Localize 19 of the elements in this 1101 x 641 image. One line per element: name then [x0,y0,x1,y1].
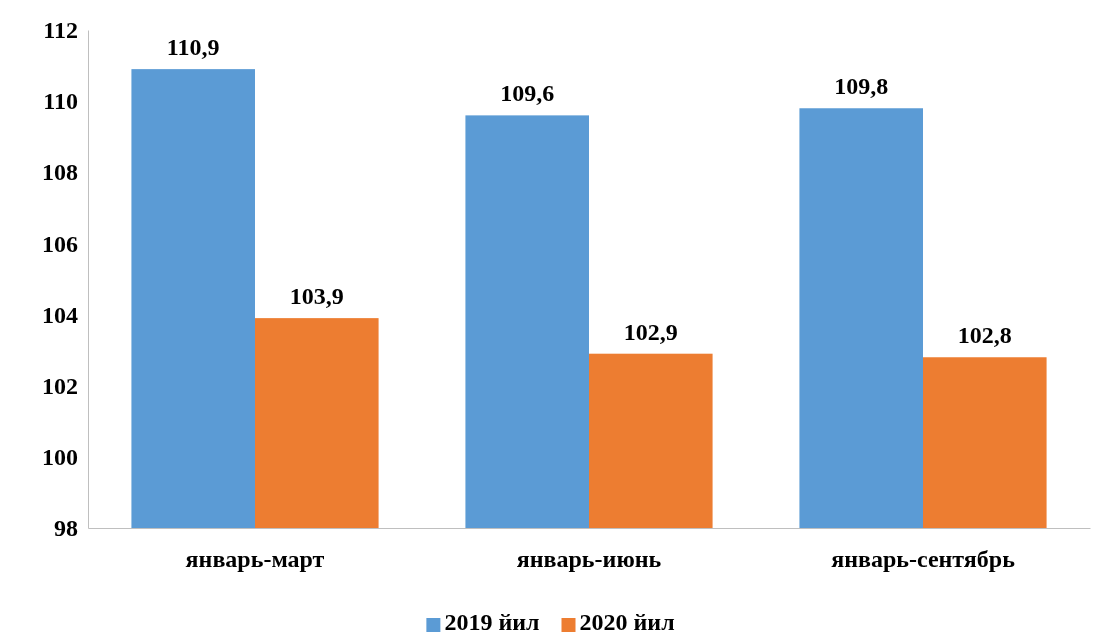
legend-label: 2020 йил [579,609,675,635]
x-tick-label: январь-сентябрь [831,546,1016,573]
y-tick-label: 100 [42,444,78,471]
y-tick-label: 112 [43,17,78,44]
y-tick-label: 110 [43,88,78,115]
legend-label: 2019 йил [444,609,540,635]
data-label: 102,9 [623,318,678,345]
data-label: 109,8 [834,73,889,100]
x-tick-label: январь-июнь [516,546,662,573]
data-label: 110,9 [166,34,220,61]
data-label: 102,8 [957,322,1012,349]
y-tick-label: 98 [54,515,78,542]
data-label: 103,9 [289,283,344,310]
y-tick-label: 102 [42,372,78,399]
y-tick-label: 106 [42,230,78,257]
data-label: 109,6 [500,80,555,107]
y-tick-label: 108 [42,159,78,186]
y-tick-label: 104 [42,301,78,328]
x-tick-label: январь-март [185,546,325,573]
